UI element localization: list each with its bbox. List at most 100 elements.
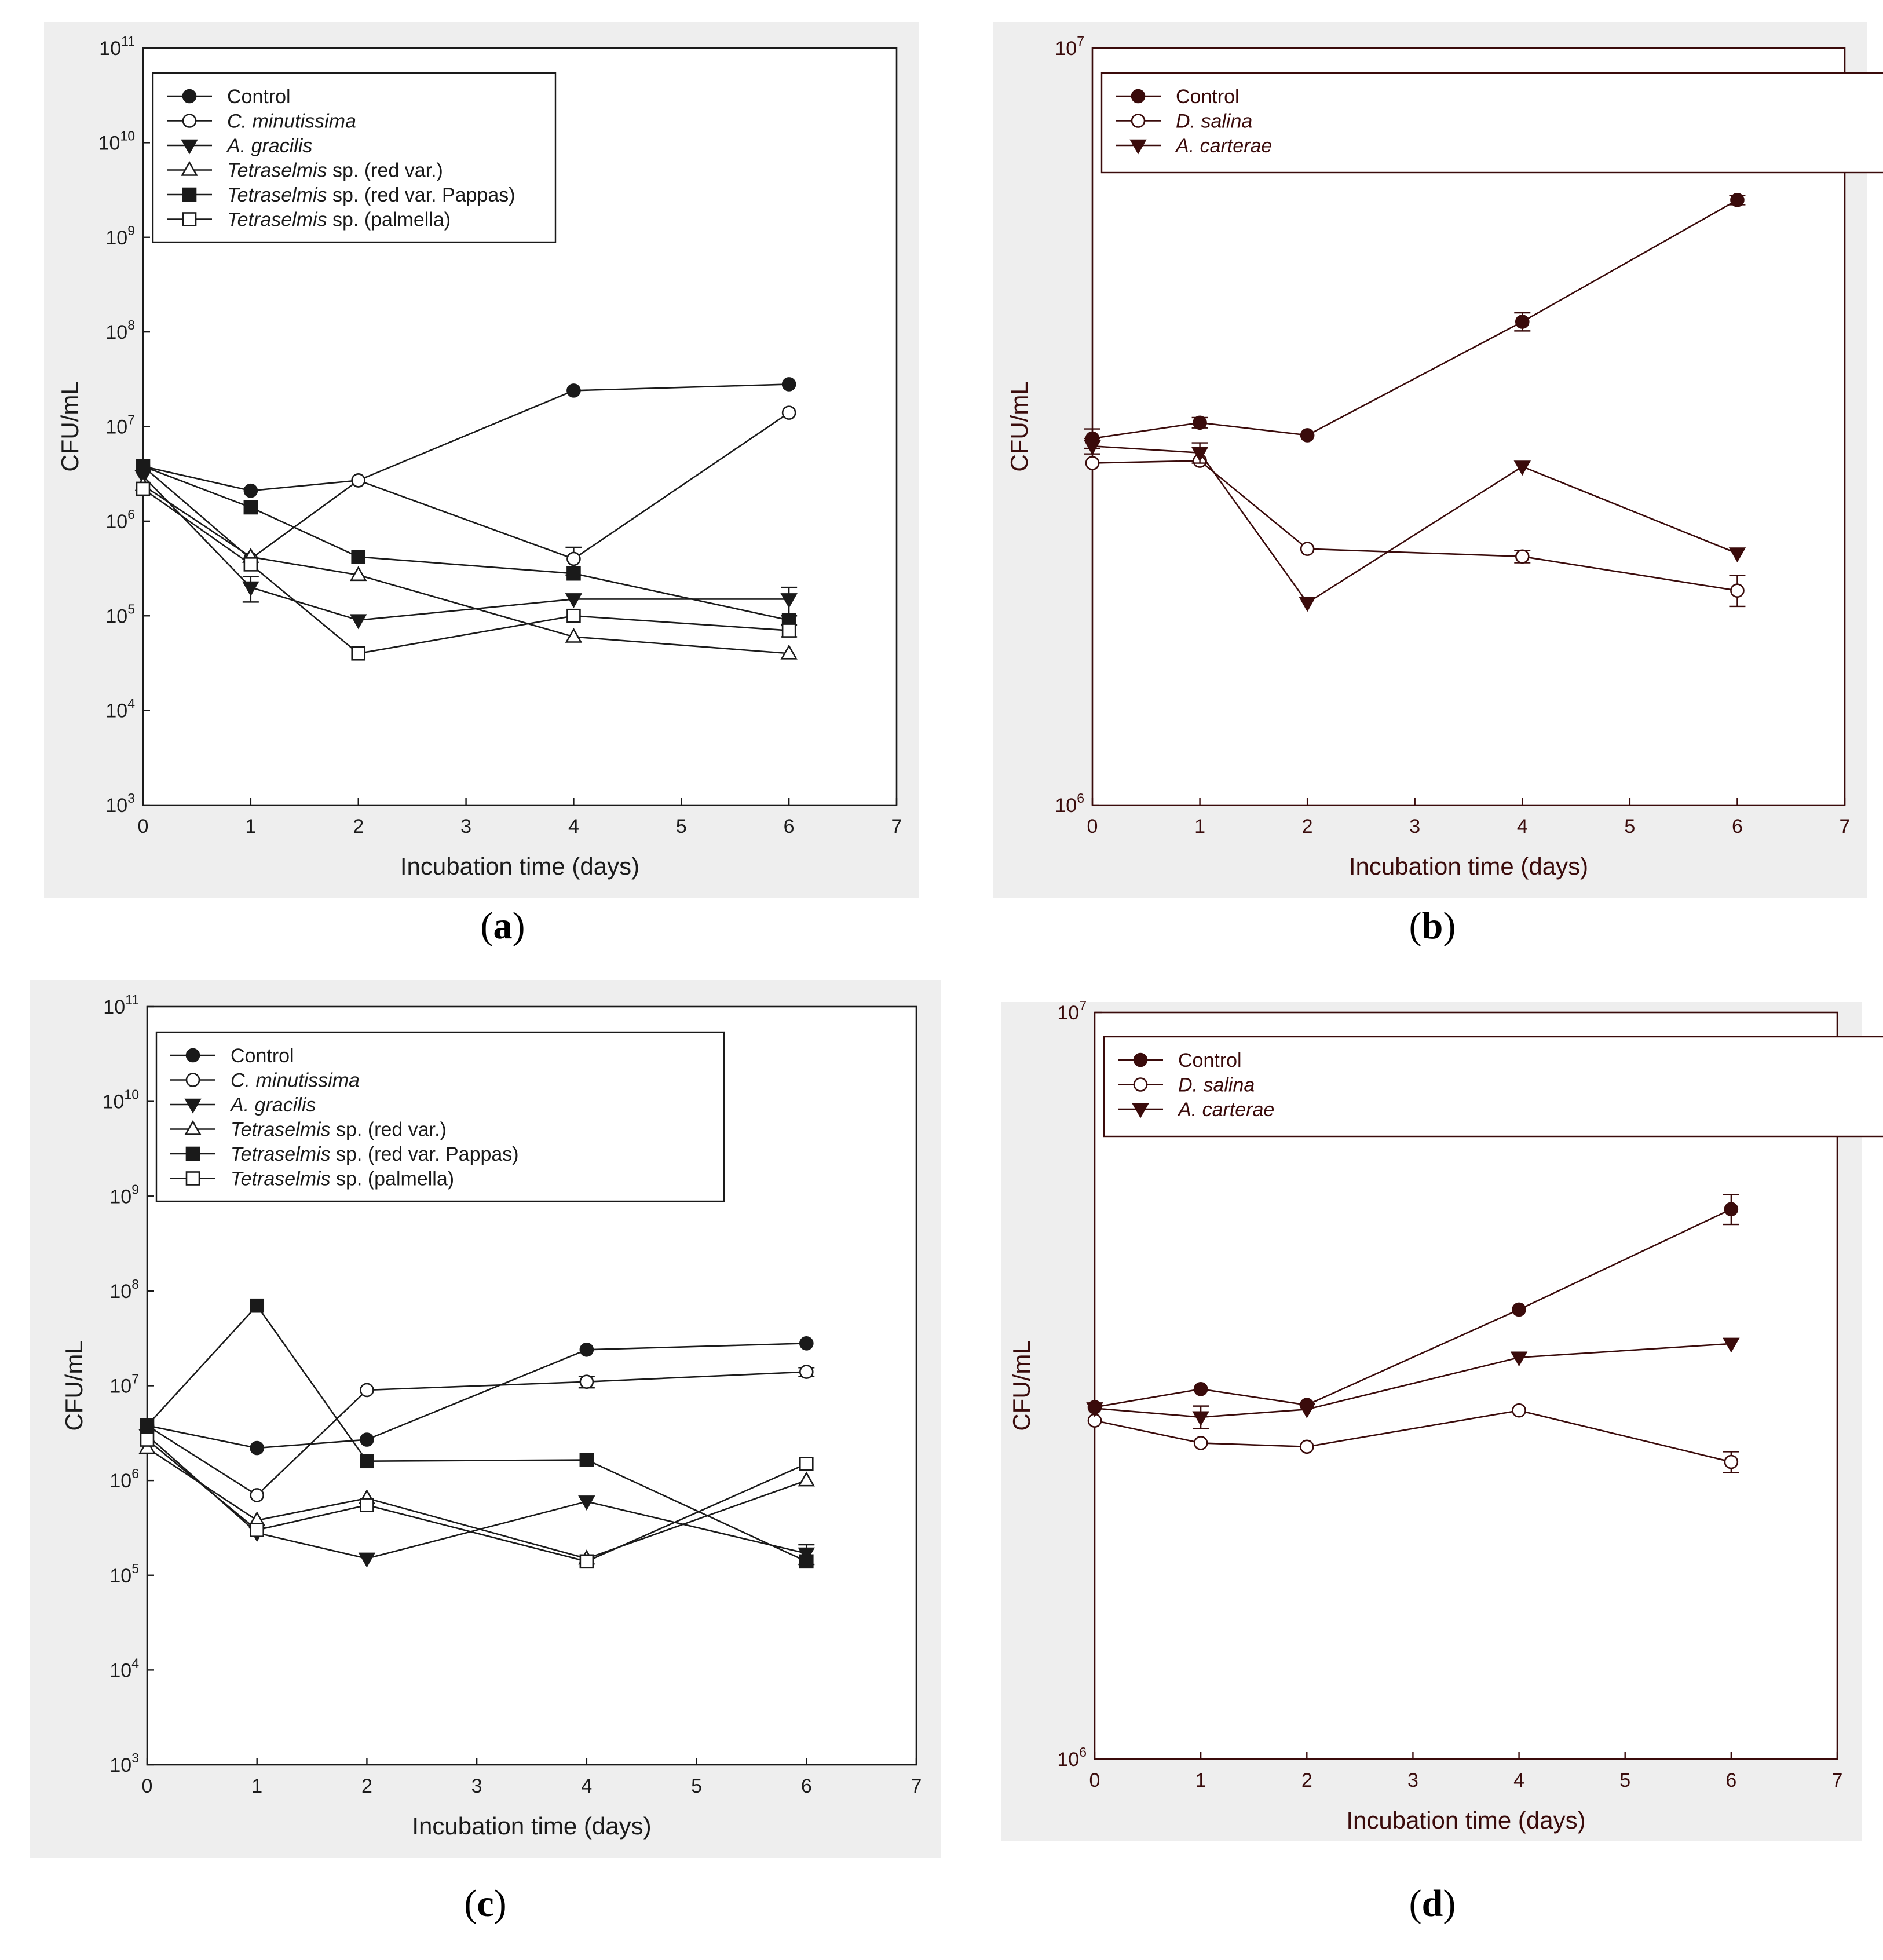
series-1 [1085,454,1746,608]
data-point [140,1432,155,1447]
series-2 [1084,437,1746,612]
legend-label: D. salina [1178,1074,1255,1096]
y-tick-label: 107 [1055,34,1084,60]
y-tick-label: 103 [109,1750,139,1776]
data-point [250,1298,265,1313]
legend-label: A. carterae [1177,1099,1274,1121]
x-tick-label: 6 [1725,1769,1736,1791]
legend-label: Tetraselmis sp. (red var.) [231,1119,447,1141]
data-point [565,593,583,609]
data-point [360,1432,374,1447]
legend-label: A. gracilis [226,135,312,157]
y-tick-label: 104 [105,696,135,722]
legend-label: D. salina [1176,111,1252,133]
legend-label: Tetraselmis sp. (palmella) [231,1168,454,1190]
data-point [799,1365,814,1379]
data-point [566,551,581,566]
x-tick-label: 1 [245,816,256,838]
data-point [565,627,583,643]
legend-marker [1129,139,1147,155]
legend-marker [184,1098,202,1114]
panel-letter: (a) [481,905,525,947]
series-2 [134,470,798,630]
x-tick-label: 0 [138,816,149,838]
x-tick-label: 7 [911,1775,922,1797]
data-point [1299,1439,1314,1454]
plot-area [1091,47,1846,806]
y-tick-label: 106 [1057,1745,1087,1771]
data-point [351,473,366,488]
x-tick-label: 3 [460,816,471,838]
data-point [140,1418,155,1433]
x-tick-label: 3 [471,1775,482,1797]
x-tick-label: 1 [251,1775,262,1797]
data-point [349,614,367,630]
x-tick-label: 2 [353,816,364,838]
y-tick-label: 1011 [103,992,139,1018]
x-tick-label: 0 [1089,1769,1100,1791]
data-point [360,1454,374,1469]
x-tick-label: 1 [1195,1769,1206,1791]
y-tick-label: 1010 [103,1087,139,1113]
legend-box [1100,72,1883,174]
legend-label: Control [227,86,291,108]
data-point [1515,315,1530,329]
data-point [799,1457,814,1471]
y-tick-label: 1011 [99,34,135,60]
y-tick-label: 104 [109,1655,139,1681]
data-point [250,1440,265,1456]
series-5 [140,1432,814,1569]
y-tick-label: 105 [105,601,135,627]
data-point [1513,460,1531,476]
data-point [578,1495,595,1511]
x-tick-label: 0 [142,1775,153,1797]
data-point [1193,1381,1208,1396]
data-point [579,1342,594,1357]
panel-letter: (c) [464,1882,506,1925]
legend-label: Control [1176,86,1240,108]
x-axis-label: Incubation time (days) [1349,853,1588,880]
legend-marker [185,1073,200,1087]
data-point [579,1453,594,1467]
y-tick-label: 106 [109,1466,139,1492]
legend-marker [1133,1052,1148,1067]
legend-label: Tetraselmis sp. (palmella) [227,209,451,231]
y-tick-label: 109 [105,223,135,249]
data-point [1086,1402,1103,1418]
legend-marker [182,89,197,104]
y-tick-label: 107 [1057,998,1087,1024]
data-point [780,593,798,609]
data-point [250,1488,265,1502]
data-point [1512,1302,1526,1317]
y-tick-label: 107 [105,412,135,438]
legend-marker [1131,89,1146,104]
x-tick-label: 5 [691,1775,702,1797]
data-point [1730,192,1745,207]
x-tick-label: 5 [1624,816,1635,838]
legend-box [152,72,557,243]
legend-box [155,1031,725,1202]
data-point [242,581,259,597]
x-tick-label: 5 [1619,1769,1630,1791]
panel-c: 0 1 2 3 4 5 6 7 103 104 105 106 107 108 109 1010 1011 Inc… [30,980,941,1858]
y-tick-label: 106 [105,507,135,533]
data-point [1191,447,1209,462]
data-point [780,644,798,660]
legend-marker [182,114,197,128]
y-tick-label: 105 [109,1561,139,1587]
x-tick-label: 5 [676,816,687,838]
data-point [136,459,151,474]
data-point [781,405,796,420]
data-point [1730,583,1745,598]
data-point [138,1439,156,1454]
data-point [243,483,258,498]
data-point [351,550,366,564]
legend-marker [182,212,197,226]
x-tick-label: 7 [891,816,902,838]
x-tick-label: 7 [1832,1769,1843,1791]
series-0 [1084,192,1746,449]
panel-letter: (d) [1409,1882,1456,1925]
